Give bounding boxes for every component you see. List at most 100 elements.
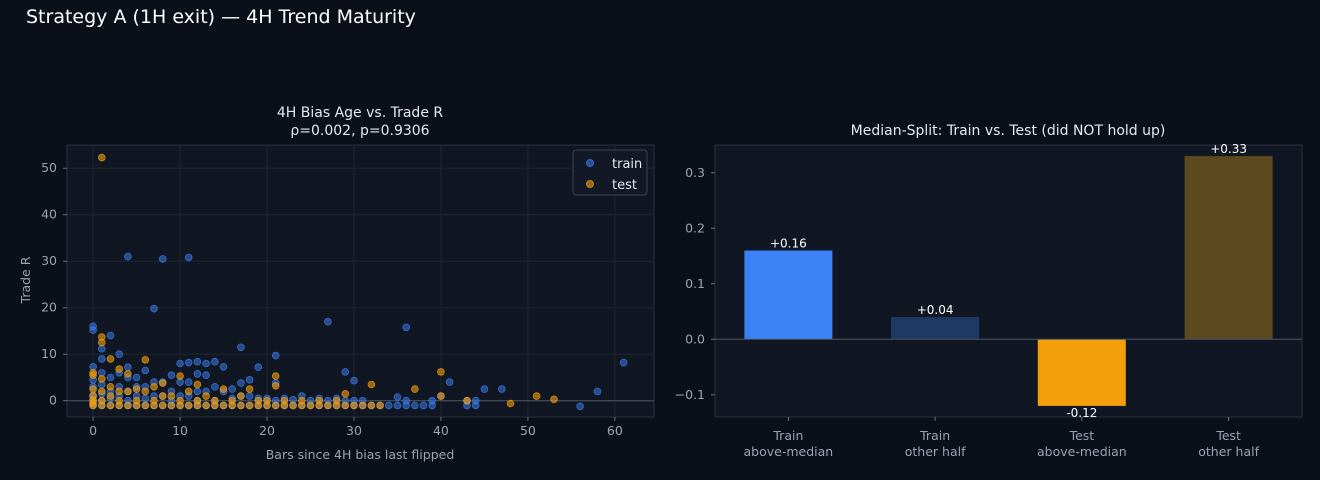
scatter-point-test (176, 401, 184, 410)
scatter-point-test (376, 401, 384, 410)
scatter-point-train (184, 253, 193, 262)
scatter-point-test (132, 385, 141, 393)
scatter-point-train (271, 351, 280, 360)
scatter-x-tick-label: 60 (607, 423, 623, 438)
scatter-point-train (350, 376, 358, 385)
scatter-point-test (297, 401, 306, 410)
scatter-subtitle: ρ=0.002, p=0.9306 (290, 123, 429, 139)
scatter-point-train (89, 326, 97, 334)
scatter-point-test (98, 153, 106, 162)
scatter-point-test (106, 382, 115, 391)
scatter-point-test (115, 365, 123, 373)
scatter-point-train (619, 358, 628, 367)
scatter-point-train (245, 375, 254, 384)
scatter-point-test (332, 401, 341, 410)
bar-x-tick-label: above-median (744, 444, 834, 459)
legend-train-label: train (612, 157, 642, 172)
scatter-point-test (350, 401, 358, 410)
bar-1 (891, 317, 980, 340)
scatter-point-test (228, 401, 237, 410)
legend-train-marker (586, 159, 594, 167)
scatter-point-train (124, 252, 132, 261)
scatter-point-test (367, 380, 376, 389)
scatter-point-test (124, 387, 132, 396)
bar-y-tick-label: 0.3 (685, 165, 705, 180)
scatter-points (89, 153, 628, 411)
scatter-point-train (593, 387, 602, 396)
scatter-point-test (98, 338, 106, 347)
scatter-point-train (150, 304, 158, 313)
scatter-point-train (419, 401, 428, 410)
bar-ticks: −0.10.00.10.20.3Trainabove-medianTrainot… (675, 165, 1260, 459)
bar-y-tick-label: −0.1 (675, 387, 705, 402)
scatter-point-test (245, 385, 254, 393)
bar-value-label: -0.12 (1066, 406, 1097, 420)
scatter-point-test (106, 392, 115, 400)
bar-bars: +0.16 +0.04 -0.12 +0.33 (715, 142, 1302, 420)
scatter-point-train (497, 385, 506, 393)
scatter-point-test (263, 401, 271, 410)
scatter-point-train (193, 387, 202, 396)
scatter-point-test (367, 401, 376, 410)
scatter-point-train (167, 371, 176, 380)
scatter-point-test (89, 371, 97, 380)
scatter-point-test (254, 401, 263, 410)
scatter-plot-area (66, 144, 655, 418)
scatter-point-train (106, 331, 115, 340)
bar-value-label: +0.04 (917, 303, 954, 317)
scatter-point-train (402, 323, 411, 332)
bar-2 (1037, 339, 1126, 406)
scatter-point-test (550, 395, 558, 404)
scatter-point-train (106, 373, 115, 382)
scatter-point-test (411, 385, 419, 393)
scatter-point-train (245, 392, 254, 400)
scatter-point-test (158, 392, 167, 400)
scatter-point-test (237, 401, 245, 410)
scatter-ticks: 0 10 20 30 40 50 60 0 10 20 30 40 50 (41, 160, 623, 438)
scatter-point-test (184, 387, 193, 396)
scatter-point-test (106, 355, 115, 363)
scatter-x-tick-label: 30 (346, 423, 362, 438)
scatter-point-train (393, 401, 402, 410)
scatter-point-test (89, 401, 97, 410)
scatter-point-train (428, 401, 437, 410)
scatter-point-train (211, 382, 219, 391)
scatter-point-test (193, 401, 202, 410)
scatter-point-test (167, 392, 176, 400)
scatter-point-test (437, 392, 445, 400)
scatter-point-test (437, 368, 445, 376)
scatter-point-train (115, 350, 123, 359)
scatter-point-test (132, 401, 141, 410)
scatter-point-test (124, 369, 132, 378)
scatter-x-tick-label: 40 (433, 423, 449, 438)
scatter-x-tick-label: 0 (89, 423, 97, 438)
bar-3 (1184, 156, 1273, 340)
scatter-point-train (124, 363, 132, 372)
scatter-title: 4H Bias Age vs. Trade R (277, 105, 443, 121)
scatter-point-test (158, 379, 167, 387)
scatter-point-test (211, 401, 219, 410)
scatter-point-train (324, 317, 332, 326)
scatter-y-axis-label: Trade R (18, 256, 33, 304)
scatter-point-test (315, 401, 324, 410)
scatter-point-train (176, 359, 184, 368)
bar-value-label: +0.16 (770, 237, 807, 251)
legend-test-marker (586, 180, 594, 188)
scatter-point-train (445, 378, 454, 386)
scatter-point-train (237, 343, 245, 352)
scatter-point-test (124, 401, 132, 410)
bar-x-tick-label: above-median (1037, 444, 1127, 459)
scatter-y-tick-label: 20 (41, 300, 57, 315)
bar-x-tick-label: other half (905, 444, 966, 459)
scatter-y-tick-label: 50 (41, 160, 57, 175)
scatter-point-test (202, 392, 210, 400)
scatter-point-test (167, 401, 176, 410)
scatter-point-test (237, 392, 245, 400)
bar-y-tick-label: 0.1 (685, 276, 705, 291)
scatter-point-test (115, 387, 123, 396)
scatter-point-test (306, 401, 315, 410)
bar-x-tick-label: Test (1215, 428, 1241, 443)
bar-chart: −0.10.00.10.20.3Trainabove-medianTrainot… (675, 123, 1303, 459)
legend-test-label: test (612, 178, 637, 193)
